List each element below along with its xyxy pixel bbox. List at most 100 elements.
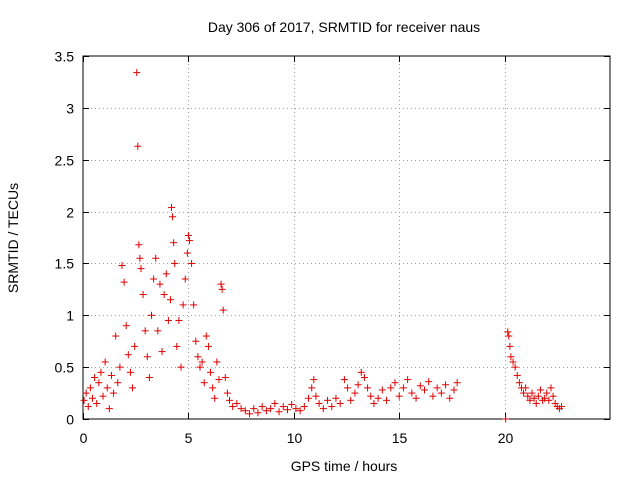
data-point xyxy=(166,296,174,304)
data-point xyxy=(505,332,513,340)
data-point xyxy=(420,386,428,394)
data-point xyxy=(215,376,223,384)
data-point xyxy=(219,306,227,314)
data-point xyxy=(223,389,231,397)
y-tick-label: 1 xyxy=(66,308,74,324)
data-point xyxy=(173,342,181,350)
data-point xyxy=(188,259,196,267)
x-axis-label: GPS time / hours xyxy=(291,458,398,474)
data-point xyxy=(95,379,103,387)
data-point xyxy=(547,384,555,392)
data-point xyxy=(246,410,254,418)
data-point xyxy=(351,389,359,397)
data-point xyxy=(80,396,88,404)
data-point xyxy=(536,386,544,394)
data-point xyxy=(183,249,191,257)
y-tick-label: 2.5 xyxy=(55,153,75,169)
data-point xyxy=(296,407,304,415)
data-point xyxy=(152,254,160,262)
data-point xyxy=(150,275,158,283)
data-point xyxy=(328,403,336,411)
data-point xyxy=(229,403,237,411)
data-point xyxy=(305,394,313,402)
data-point xyxy=(354,381,362,389)
data-point xyxy=(502,415,510,423)
data-point xyxy=(175,316,183,324)
x-tick-label: 0 xyxy=(80,430,88,446)
data-point xyxy=(399,384,407,392)
data-point xyxy=(437,389,445,397)
data-point xyxy=(515,379,523,387)
data-point xyxy=(124,351,132,359)
data-point xyxy=(156,280,164,288)
data-point xyxy=(442,381,450,389)
data-point xyxy=(143,353,151,361)
data-point xyxy=(177,363,185,371)
data-point xyxy=(308,384,316,392)
data-point xyxy=(134,142,142,150)
data-point xyxy=(204,342,212,350)
data-point xyxy=(360,374,368,382)
data-point xyxy=(532,399,540,407)
data-point xyxy=(213,358,221,366)
data-point xyxy=(207,368,215,376)
data-point xyxy=(558,403,566,411)
data-point xyxy=(129,384,137,392)
data-point xyxy=(211,394,219,402)
data-point xyxy=(141,327,149,335)
data-point xyxy=(136,254,144,262)
data-point xyxy=(169,213,177,221)
plot-frame xyxy=(82,55,611,420)
y-tick-label: 3.5 xyxy=(55,49,75,65)
data-point xyxy=(209,384,217,392)
data-point xyxy=(549,392,557,400)
data-point xyxy=(194,353,202,361)
data-point xyxy=(387,384,395,392)
y-tick-label: 0 xyxy=(66,412,74,428)
data-point xyxy=(226,396,234,404)
y-tick-label: 1.5 xyxy=(55,256,75,272)
data-point xyxy=(315,399,323,407)
data-point xyxy=(367,392,375,400)
x-tick-label: 5 xyxy=(185,430,193,446)
data-point xyxy=(275,408,283,416)
data-point xyxy=(534,392,542,400)
y-tick-label: 0.5 xyxy=(55,360,75,376)
data-point xyxy=(450,386,458,394)
x-tick-label: 20 xyxy=(498,430,514,446)
data-point xyxy=(336,399,344,407)
data-point xyxy=(543,389,551,397)
data-point xyxy=(374,394,382,402)
data-point xyxy=(190,301,198,309)
data-point xyxy=(241,407,249,415)
data-point xyxy=(520,389,528,397)
data-point xyxy=(292,405,300,413)
data-point xyxy=(271,399,279,407)
data-point xyxy=(504,328,512,336)
data-point xyxy=(267,405,275,413)
data-point xyxy=(185,237,193,245)
data-point xyxy=(391,379,399,387)
data-point xyxy=(453,379,461,387)
data-point xyxy=(507,353,515,361)
data-point xyxy=(164,316,172,324)
data-point xyxy=(162,270,170,278)
data-point xyxy=(171,259,179,267)
grid-lines xyxy=(83,56,610,419)
data-point xyxy=(91,374,99,382)
data-point xyxy=(310,376,318,384)
data-point xyxy=(319,405,327,413)
data-point xyxy=(145,374,153,382)
data-point xyxy=(148,311,156,319)
data-point xyxy=(395,392,403,400)
data-point xyxy=(184,231,192,239)
data-point xyxy=(262,407,270,415)
x-tick-label: 10 xyxy=(287,430,303,446)
data-point xyxy=(433,384,441,392)
data-point xyxy=(425,378,433,386)
data-point xyxy=(300,403,308,411)
data-point xyxy=(179,301,187,309)
data-point xyxy=(511,363,519,371)
